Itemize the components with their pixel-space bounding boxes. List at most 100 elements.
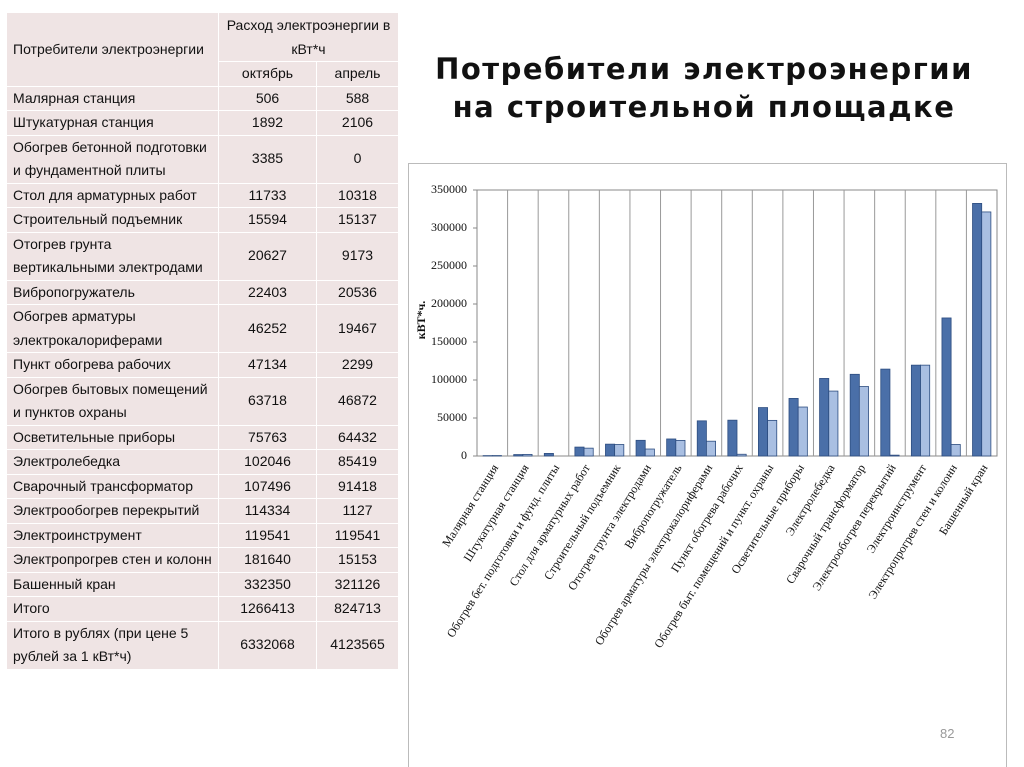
value-cell: 2299 <box>315 352 400 378</box>
table-row: Итого в рублях (при цене 5 рублей за 1 к… <box>6 620 400 670</box>
bar <box>880 368 891 457</box>
table-row: Сварочный трансформатор 107496 91418 <box>6 473 400 499</box>
name-cell: Отогрев грунта вертикальными электродами <box>6 231 219 281</box>
header-cell: апрель <box>315 61 400 87</box>
page-number: 82 <box>940 726 955 741</box>
y-tick-label: 100000 <box>431 372 467 386</box>
table-row: Обогрев бетонной подготовки и фундаментн… <box>6 134 400 184</box>
table-row: Пункт обогрева рабочих 47134 2299 <box>6 352 400 378</box>
value-cell: 46252 <box>218 304 317 353</box>
value-cell: 47134 <box>218 352 317 378</box>
value-cell: 102046 <box>218 449 317 475</box>
data-table: Потребители электроэнергии Расход электр… <box>6 12 400 670</box>
name-cell: Обогрев бытовых помещений и пунктов охра… <box>6 376 219 426</box>
value-cell: 46872 <box>315 376 400 426</box>
table-row: Штукатурная станция 1892 2106 <box>6 110 400 136</box>
table-row: Обогрев бытовых помещений и пунктов охра… <box>6 376 400 426</box>
y-tick-label: 150000 <box>431 334 467 348</box>
table-row: Электроинструмент 119541 119541 <box>6 522 400 548</box>
bar <box>635 439 646 457</box>
value-cell: 19467 <box>315 304 400 353</box>
value-cell: 181640 <box>218 547 317 573</box>
y-tick-label: 350000 <box>431 182 467 196</box>
table-row: Малярная станция 506 588 <box>6 85 400 111</box>
name-cell: Электрообогрев перекрытий <box>6 498 219 524</box>
value-cell: 20536 <box>315 279 400 305</box>
y-tick-label: 250000 <box>431 258 467 272</box>
value-cell: 9173 <box>315 231 400 281</box>
title-line: Потребители электроэнергии <box>435 52 973 86</box>
value-cell: 2106 <box>315 110 400 136</box>
bar <box>522 453 533 457</box>
bar <box>819 378 830 457</box>
name-cell: Итого <box>6 596 219 622</box>
value-cell: 3385 <box>218 134 317 184</box>
bar <box>797 406 808 457</box>
value-cell: 10318 <box>315 182 400 208</box>
name-cell: Пункт обогрева рабочих <box>6 352 219 378</box>
value-cell: 22403 <box>218 279 317 305</box>
y-tick-label: 50000 <box>437 410 467 424</box>
value-cell: 119541 <box>315 522 400 548</box>
bar <box>696 420 707 457</box>
bar <box>981 211 992 457</box>
table-row: Электролебедка 102046 85419 <box>6 449 400 475</box>
value-cell: 1892 <box>218 110 317 136</box>
bar <box>758 407 768 457</box>
value-cell: 75763 <box>218 424 317 450</box>
bar <box>828 390 839 457</box>
name-cell: Строительный подъемник <box>6 207 219 233</box>
table-row: Башенный кран 332350 321126 <box>6 571 400 597</box>
name-cell: Электролебедка <box>6 449 219 475</box>
value-cell: 1266413 <box>218 596 317 622</box>
bar <box>574 446 585 457</box>
name-cell: Осветительные приборы <box>6 424 219 450</box>
plot-area <box>476 189 998 457</box>
name-cell: Обогрев бетонной подготовки и фундаментн… <box>6 134 219 184</box>
bar <box>972 203 983 457</box>
value-cell: 15153 <box>315 547 400 573</box>
value-cell: 332350 <box>218 571 317 597</box>
value-cell: 119541 <box>218 522 317 548</box>
table-row: Обогрев арматуры электрокалориферами 4625… <box>6 304 400 353</box>
value-cell: 20627 <box>218 231 317 281</box>
bar <box>644 448 655 457</box>
header-cell: Потребители электроэнергии <box>6 12 219 87</box>
table-row: Электропрогрев стен и колонн 181640 15153 <box>6 547 400 573</box>
value-cell: 85419 <box>315 449 400 475</box>
value-cell: 15137 <box>315 207 400 233</box>
table-row: Стол для арматурных работ 11733 10318 <box>6 182 400 208</box>
bar <box>614 444 625 457</box>
value-cell: 6332068 <box>218 620 317 670</box>
name-cell: Башенный кран <box>6 571 219 597</box>
value-cell: 1127 <box>315 498 400 524</box>
bar <box>920 364 931 457</box>
name-cell: Сварочный трансформатор <box>6 473 219 499</box>
name-cell: Итого в рублях (при цене 5 рублей за 1 к… <box>6 620 219 670</box>
bar <box>858 386 869 457</box>
bar <box>706 440 716 457</box>
table-row: Отогрев грунта вертикальными электродами… <box>6 231 400 281</box>
bar <box>910 364 921 457</box>
bar <box>849 373 860 457</box>
value-cell: 91418 <box>315 473 400 499</box>
bar <box>767 419 778 457</box>
header-cell: Расход электроэнергии в кВт*ч <box>217 12 400 62</box>
name-cell: Вибропогружатель <box>6 279 219 305</box>
table-row: Строительный подъемник 15594 15137 <box>6 207 400 233</box>
value-cell: 63718 <box>218 376 317 426</box>
bar <box>736 453 747 457</box>
value-cell: 107496 <box>218 473 317 499</box>
bar <box>889 454 900 457</box>
bar <box>513 454 524 457</box>
y-tick-label: 200000 <box>431 296 467 310</box>
name-cell: Штукатурная станция <box>6 110 219 136</box>
name-cell: Электроинструмент <box>6 522 219 548</box>
bar <box>727 419 738 457</box>
name-cell: Малярная станция <box>6 85 219 111</box>
bar <box>941 317 952 457</box>
value-cell: 321126 <box>315 571 400 597</box>
value-cell: 11733 <box>218 182 317 208</box>
header-cell: октябрь <box>218 61 317 87</box>
